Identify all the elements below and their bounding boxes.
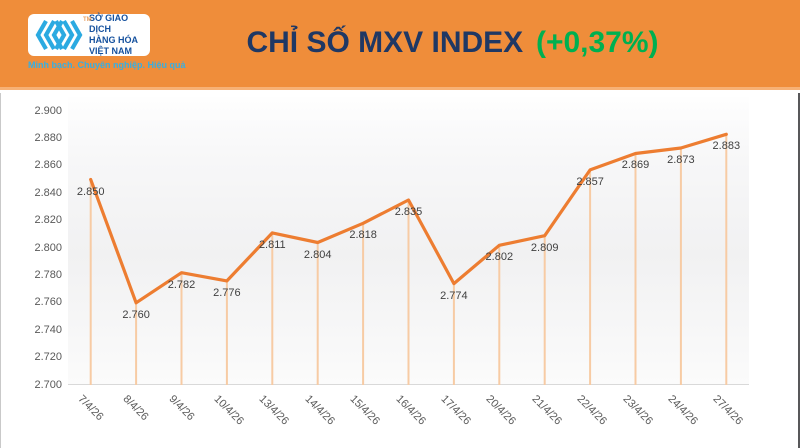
y-tick-label: 2.740 (34, 323, 62, 336)
logo-org-line-2: HÀNG HÓA (89, 35, 138, 45)
x-tick-label: 8/4/26 (120, 393, 151, 424)
logo-org-line-3: VIỆT NAM (89, 45, 133, 56)
point-label: 2.782 (167, 278, 196, 291)
title-space (528, 26, 536, 59)
point-label: 2.760 (122, 308, 150, 321)
line-chart-svg (89, 132, 728, 385)
point-label: 2.850 (76, 185, 105, 198)
left-edge-line (0, 93, 1, 448)
x-tick-label: 10/4/26 (211, 393, 246, 428)
plot-area: 2.850 2.760 2.782 2.776 2.811 2.804 2.818 2.835… (68, 97, 749, 385)
point-label: 2.809 (530, 241, 559, 254)
y-tick-label: 2.780 (34, 268, 62, 281)
x-tick-label: 21/4/26 (529, 393, 564, 428)
x-tick-label: 27/4/26 (710, 393, 746, 428)
point-label: 2.835 (394, 206, 423, 219)
x-tick-label: 16/4/26 (393, 393, 428, 428)
x-tick-label: 22/4/26 (574, 393, 610, 428)
point-label: 2.802 (485, 251, 514, 264)
point-label: 2.873 (667, 153, 695, 166)
x-tick-label: 7/4/26 (75, 393, 106, 424)
x-tick-label: 9/4/26 (166, 393, 197, 424)
chart-title-text: CHỈ SỐ MXV INDEX (246, 26, 524, 59)
mxv-chevron-icon (35, 19, 83, 51)
mxv-logo-box: TM SỞ GIAO DỊCH HÀNG HÓA VIỆT NAM (28, 13, 150, 56)
y-tick-label: 2.860 (34, 159, 62, 172)
point-label: 2.869 (621, 159, 650, 172)
x-tick-label: 17/4/26 (438, 393, 473, 428)
mxv-logo: TM SỞ GIAO DỊCH HÀNG HÓA VIỆT NAM Minh b… (28, 13, 186, 70)
point-label: 2.774 (440, 289, 468, 302)
chart-region: 2.850 2.760 2.782 2.776 2.811 2.804 2.818 2.835… (0, 93, 800, 448)
point-label: 2.804 (303, 248, 332, 261)
index-series-line (89, 132, 728, 305)
y-tick-label: 2.760 (34, 296, 62, 309)
y-tick-label: 2.820 (34, 214, 62, 227)
x-tick-label: 15/4/26 (347, 393, 383, 428)
y-tick-label: 2.900 (34, 104, 62, 117)
point-label: 2.818 (349, 229, 377, 242)
x-tick-label: 14/4/26 (302, 393, 337, 428)
logo-org-line-1: SỞ GIAO DỊCH (89, 13, 129, 35)
header-band: TM SỞ GIAO DỊCH HÀNG HÓA VIỆT NAM Minh b… (0, 0, 800, 90)
x-tick-label: 24/4/26 (665, 393, 700, 428)
chart-title-change: (+0,37%) (535, 26, 659, 59)
point-label: 2.883 (712, 140, 741, 153)
trademark-mark: TM (83, 17, 92, 23)
y-tick-label: 2.700 (34, 378, 62, 391)
x-tick-label: 23/4/26 (620, 393, 655, 428)
x-tick-label: 20/4/26 (483, 393, 519, 428)
point-label: 2.857 (576, 175, 604, 188)
y-tick-label: 2.880 (34, 131, 62, 144)
point-label: 2.811 (258, 238, 286, 251)
y-tick-label: 2.720 (34, 351, 62, 364)
logo-tagline: Minh bạch. Chuyên nghiệp. Hiệu quả (28, 60, 186, 70)
y-tick-label: 2.840 (34, 186, 62, 199)
x-tick-label: 13/4/26 (256, 393, 292, 428)
y-tick-label: 2.800 (34, 241, 62, 254)
logo-org-name: SỞ GIAO DỊCH HÀNG HÓA VIỆT NAM (89, 13, 144, 56)
chart-title: CHỈ SỐ MXV INDEX (+0,37%) (170, 26, 735, 60)
right-edge-line (798, 93, 800, 448)
point-label: 2.776 (213, 286, 241, 299)
